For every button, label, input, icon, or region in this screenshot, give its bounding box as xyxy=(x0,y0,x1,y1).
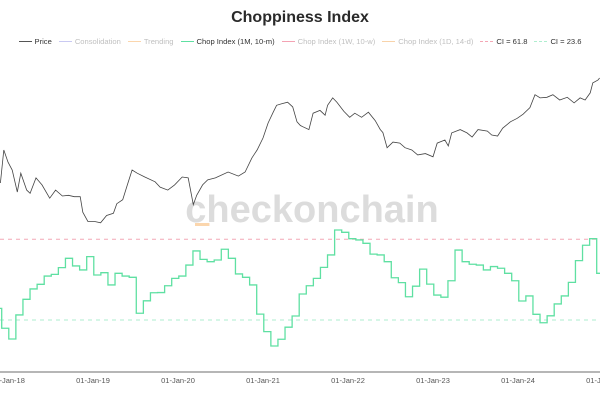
legend-label: Chop Index (1M, 10-m) xyxy=(196,37,275,46)
x-tick-label: 01-Jan-22 xyxy=(331,376,365,385)
legend-label: Price xyxy=(34,37,52,46)
x-tick-label: 01-Jan-21 xyxy=(246,376,280,385)
chart-title: Choppiness Index xyxy=(231,9,369,26)
legend-swatch xyxy=(127,41,141,42)
legend-item[interactable]: CI = 23.6 xyxy=(534,37,581,46)
legend-item[interactable]: Price xyxy=(18,37,52,46)
legend-swatch xyxy=(58,41,72,42)
legend-swatch xyxy=(180,41,194,42)
legend-item[interactable]: Chop Index (1D, 14-d) xyxy=(382,37,473,46)
legend-item[interactable]: CI = 61.8 xyxy=(480,37,527,46)
legend-swatch xyxy=(18,41,32,42)
chop-index-line xyxy=(0,229,600,347)
legend-item[interactable]: Trending xyxy=(127,37,174,46)
price-line xyxy=(0,77,600,224)
x-tick-label: 01-Jan-24 xyxy=(501,376,535,385)
legend-label: Trending xyxy=(143,37,174,46)
x-tick-label: 01-Jan-18 xyxy=(0,376,25,385)
legend-swatch xyxy=(382,41,396,42)
legend: Price Consolidation Trending Chop Index (1M… xyxy=(0,37,600,46)
legend-label: CI = 23.6 xyxy=(550,37,582,46)
x-tick-label: 01-Jan-19 xyxy=(76,376,110,385)
legend-swatch xyxy=(534,41,548,42)
legend-label: Chop Index (1W, 10-w) xyxy=(297,37,376,46)
x-tick-label: 01-Jan-20 xyxy=(161,376,195,385)
x-tick-label: 01-Jan-23 xyxy=(416,376,450,385)
legend-item[interactable]: Consolidation xyxy=(58,37,121,46)
watermark: checkonchain xyxy=(185,189,438,231)
legend-item[interactable]: Chop Index (1M, 10-m) xyxy=(180,37,275,46)
x-tick-label: 01-Jan-25 xyxy=(586,376,600,385)
legend-label: Consolidation xyxy=(74,37,121,46)
legend-swatch xyxy=(480,41,494,42)
legend-label: Chop Index (1D, 14-d) xyxy=(398,37,474,46)
trending-marker xyxy=(195,223,210,226)
legend-swatch xyxy=(281,41,295,42)
legend-item[interactable]: Chop Index (1W, 10-w) xyxy=(281,37,376,46)
legend-label: CI = 61.8 xyxy=(496,37,528,46)
